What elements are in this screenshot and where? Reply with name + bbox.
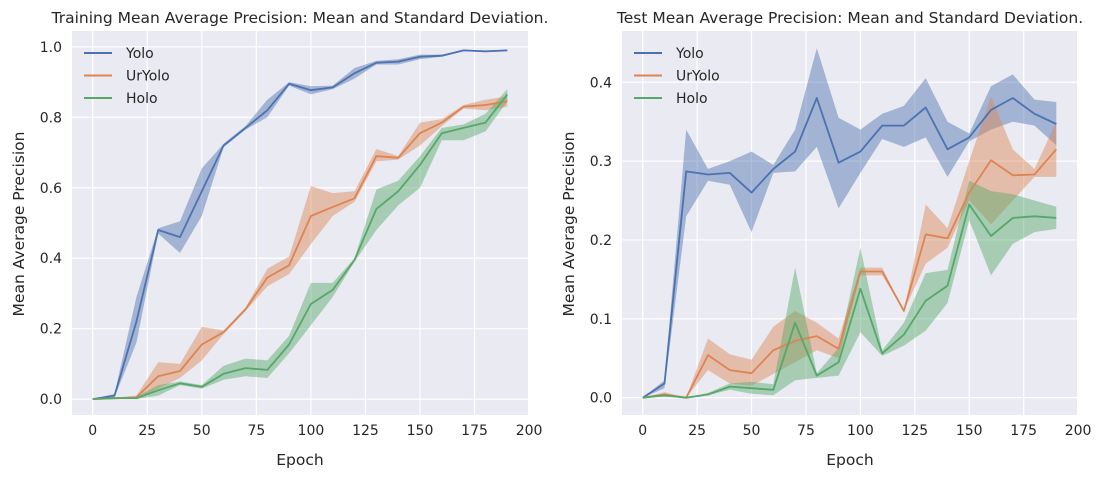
x-axis-label: Epoch <box>826 451 873 469</box>
legend-label-yolo: Yolo <box>675 46 704 62</box>
std-band-holo <box>642 180 1057 398</box>
mean-line-uryolo <box>642 148 1057 399</box>
y-tick-label: 0.8 <box>40 110 62 126</box>
y-axis-label: Mean Average Precision <box>10 132 28 317</box>
x-tick-label: 200 <box>1065 423 1092 439</box>
mean-line-yolo <box>642 97 1057 399</box>
legend-label-yolo: Yolo <box>125 46 154 62</box>
legend-label-holo: Holo <box>676 91 708 107</box>
mean-line-holo <box>642 203 1057 399</box>
std-band-yolo <box>92 49 508 400</box>
mean-line-uryolo <box>92 100 508 400</box>
x-tick-labels: 0 25 50 75 100 125 150 175 200 <box>638 423 1091 439</box>
y-tick-label: 0.0 <box>590 391 612 407</box>
x-tick-labels: 0 25 50 75 100 125 150 175 200 <box>88 423 542 439</box>
legend-label-holo: Holo <box>126 91 158 107</box>
std-band-holo <box>92 89 508 400</box>
x-tick-label: 200 <box>516 423 543 439</box>
legend: Yolo UrYolo Holo <box>634 46 720 107</box>
x-tick-label: 25 <box>138 423 156 439</box>
legend-label-uryolo: UrYolo <box>126 69 170 85</box>
x-tick-label: 125 <box>901 423 928 439</box>
legend: Yolo UrYolo Holo <box>84 46 170 107</box>
x-tick-label: 100 <box>847 423 874 439</box>
x-tick-label: 0 <box>88 423 97 439</box>
x-tick-label: 25 <box>688 423 706 439</box>
y-tick-label: 0.6 <box>40 181 62 197</box>
x-axis-label: Epoch <box>276 451 323 469</box>
y-tick-label: 0.1 <box>590 312 612 328</box>
y-tick-labels: 0.0 0.2 0.4 0.6 0.8 1.0 <box>40 40 62 408</box>
chart-title: Test Mean Average Precision: Mean and St… <box>616 9 1083 27</box>
std-bands <box>642 48 1057 398</box>
x-tick-label: 150 <box>956 423 983 439</box>
x-tick-label: 50 <box>743 423 761 439</box>
x-tick-label: 175 <box>1010 423 1037 439</box>
y-tick-label: 0.4 <box>590 75 612 91</box>
x-tick-label: 75 <box>797 423 815 439</box>
y-tick-label: 0.3 <box>590 154 612 170</box>
mean-lines <box>92 49 509 400</box>
std-band-yolo <box>642 48 1057 398</box>
x-tick-label: 50 <box>193 423 211 439</box>
mean-line-yolo <box>92 49 508 400</box>
x-tick-label: 125 <box>352 423 379 439</box>
x-tick-label: 175 <box>461 423 488 439</box>
std-band-uryolo <box>92 96 508 400</box>
mean-line-holo <box>92 93 509 400</box>
y-tick-label: 1.0 <box>40 40 62 56</box>
chart-title: Training Mean Average Precision: Mean an… <box>51 9 549 27</box>
grid <box>72 31 530 415</box>
training-map-chart: Training Mean Average Precision: Mean an… <box>10 9 548 469</box>
mean-lines <box>642 97 1057 399</box>
x-tick-label: 100 <box>298 423 325 439</box>
y-tick-label: 0.0 <box>40 392 62 408</box>
grid <box>622 31 1079 415</box>
y-tick-labels: 0.0 0.1 0.2 0.3 0.4 <box>590 75 612 406</box>
x-tick-label: 75 <box>247 423 265 439</box>
y-tick-label: 0.2 <box>590 233 612 249</box>
y-axis-label: Mean Average Precision <box>560 132 578 317</box>
y-tick-label: 0.2 <box>40 322 62 338</box>
plot-background <box>622 31 1077 415</box>
plot-background <box>72 31 528 415</box>
x-tick-label: 0 <box>638 423 647 439</box>
x-tick-label: 150 <box>407 423 434 439</box>
y-tick-label: 0.4 <box>40 251 62 267</box>
legend-label-uryolo: UrYolo <box>676 69 720 85</box>
test-map-chart: Test Mean Average Precision: Mean and St… <box>560 9 1091 469</box>
std-bands <box>92 49 508 400</box>
